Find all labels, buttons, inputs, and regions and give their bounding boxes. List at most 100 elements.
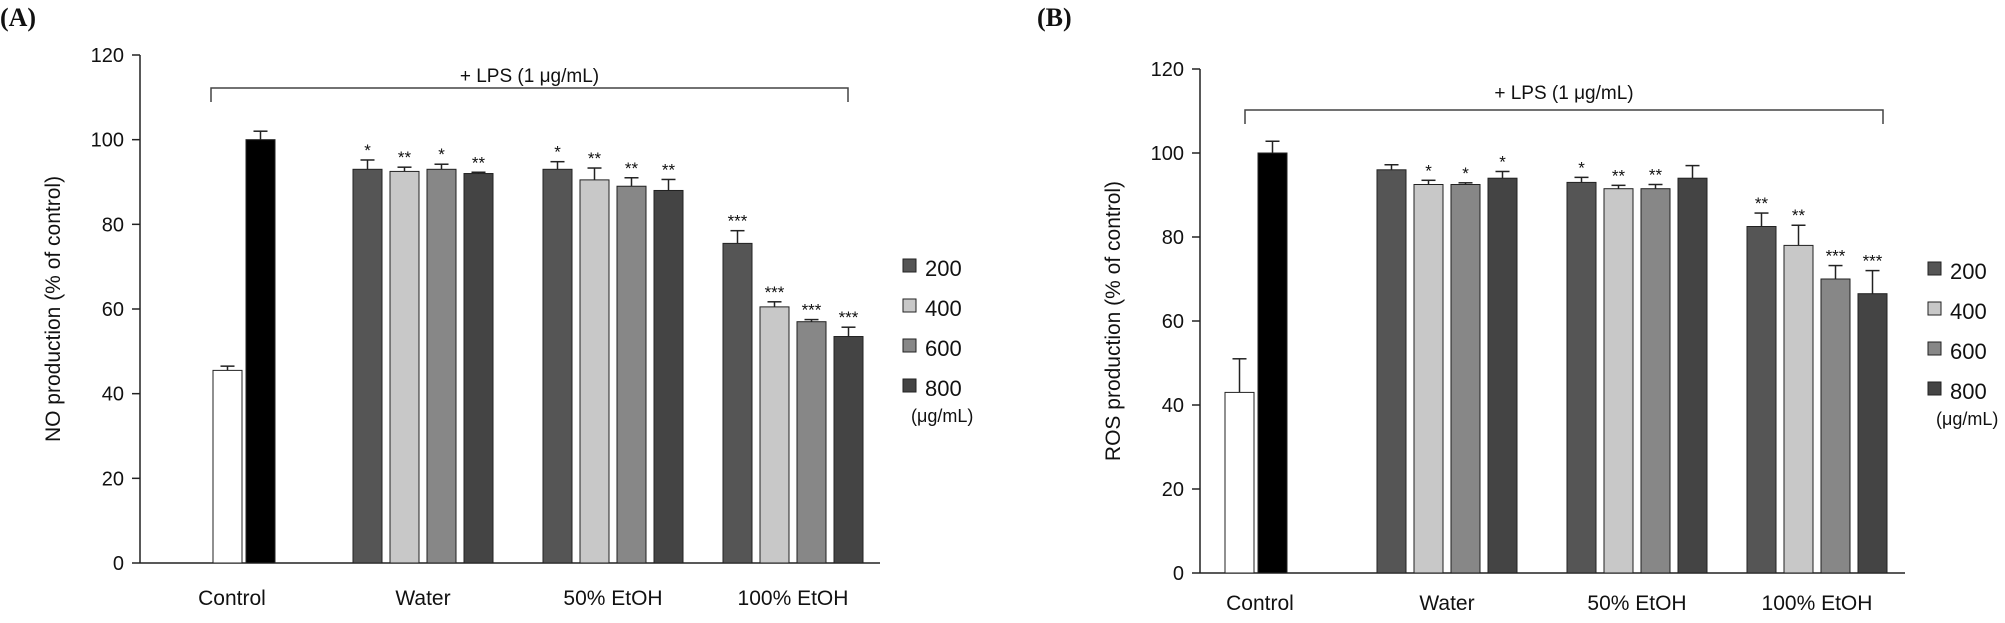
significance-label: *	[364, 141, 371, 160]
control-no-lps-bar	[212, 369, 243, 564]
category-label: 50% EtOH	[563, 587, 662, 610]
bar-1-1	[1603, 188, 1634, 574]
bar-2-3	[833, 336, 864, 564]
significance-label: **	[472, 153, 486, 172]
significance-label: ***	[839, 308, 859, 327]
y-tick-label: 40	[102, 384, 124, 406]
bar-2-1	[759, 306, 790, 564]
lps-bracket-label: + LPS (1 μg/mL)	[1494, 83, 1633, 104]
lps-bracket	[1244, 109, 1884, 124]
y-tick-label: 60	[1162, 311, 1184, 333]
significance-label: *	[1425, 161, 1432, 180]
significance-label: ***	[765, 283, 785, 302]
y-tick-label: 20	[102, 468, 124, 490]
y-tick-label: 40	[1162, 395, 1184, 417]
legend-label: 400	[1950, 299, 1987, 324]
significance-label: ***	[1826, 247, 1846, 266]
y-tick-label: 120	[91, 45, 124, 67]
significance-label: ***	[728, 212, 748, 231]
legend-label: 400	[925, 296, 962, 321]
significance-label: **	[1649, 166, 1663, 185]
bar-1-2	[616, 185, 647, 564]
control-no-lps-bar	[1224, 391, 1255, 574]
significance-label: *	[438, 145, 445, 164]
bar-0-1	[1413, 184, 1444, 574]
bar-0-0	[352, 168, 383, 564]
bar-2-0	[1746, 226, 1777, 574]
significance-label: **	[1755, 194, 1769, 213]
legend-label: 800	[1950, 379, 1987, 404]
y-axis-title: ROS production (% of control)	[1102, 181, 1125, 461]
control-lps-bar	[245, 139, 276, 564]
category-label: Water	[1419, 592, 1474, 615]
bar-1-1	[579, 179, 610, 564]
category-label: 50% EtOH	[1587, 592, 1686, 615]
significance-label: *	[554, 143, 561, 162]
lps-bracket	[210, 87, 849, 102]
category-label-control: Control	[1226, 592, 1294, 615]
y-axis-title: NO production (% of control)	[42, 176, 65, 442]
control-lps-bar	[1257, 152, 1288, 574]
legend-label: 200	[1950, 259, 1987, 284]
y-tick-label: 0	[1173, 563, 1184, 585]
panel-label: (A)	[0, 3, 36, 32]
legend-swatch	[1927, 381, 1942, 396]
bar-2-0	[722, 242, 753, 564]
y-tick-label: 20	[1162, 479, 1184, 501]
legend-label: 800	[925, 376, 962, 401]
significance-label: *	[1462, 164, 1469, 183]
bar-0-2	[426, 168, 457, 564]
chart-panel-a: (A) 0 20 40 60 80 100 120 NO production (% of co…	[0, 3, 973, 610]
chart-panel-b: (B) 0 20 40 60 80 100 120 ROS production (% of c…	[1037, 3, 1998, 615]
significance-label: **	[398, 148, 412, 167]
bar-1-3	[1677, 177, 1708, 574]
significance-label: *	[1578, 158, 1585, 177]
significance-label: *	[1499, 152, 1506, 171]
significance-label: ***	[1863, 252, 1883, 271]
y-tick-label: 120	[1151, 59, 1184, 81]
y-tick-label: 80	[102, 214, 124, 236]
legend-swatch	[1927, 341, 1942, 356]
bar-0-2	[1450, 184, 1481, 574]
y-tick-label: 60	[102, 299, 124, 321]
significance-label: **	[662, 160, 676, 179]
significance-label: **	[1612, 166, 1626, 185]
category-label: 100% EtOH	[738, 587, 849, 610]
category-label: Water	[395, 587, 450, 610]
y-tick-label: 100	[1151, 143, 1184, 165]
legend-swatch	[902, 338, 917, 353]
bar-2-3	[1857, 293, 1888, 574]
legend-swatch	[902, 378, 917, 393]
bar-2-2	[796, 321, 827, 564]
y-tick-label: 80	[1162, 227, 1184, 249]
legend-swatch	[1927, 301, 1942, 316]
bar-1-3	[653, 189, 684, 564]
bar-2-2	[1820, 278, 1851, 574]
bar-0-0	[1376, 169, 1407, 574]
legend-unit-label: (μg/mL)	[1936, 409, 1998, 429]
bar-0-1	[389, 170, 420, 564]
bar-1-0	[542, 168, 573, 564]
legend-swatch	[1927, 261, 1942, 276]
bar-0-3	[463, 173, 494, 564]
bar-1-2	[1640, 188, 1671, 574]
legend-swatch	[902, 258, 917, 273]
significance-label: **	[1792, 206, 1806, 225]
category-label: 100% EtOH	[1762, 592, 1873, 615]
lps-bracket-label: + LPS (1 μg/mL)	[460, 66, 599, 87]
significance-label: **	[625, 159, 639, 178]
bar-0-3	[1487, 177, 1518, 574]
significance-label: ***	[802, 301, 822, 320]
category-label-control: Control	[198, 587, 266, 610]
legend-label: 600	[925, 336, 962, 361]
significance-label: **	[588, 149, 602, 168]
legend-swatch	[902, 298, 917, 313]
legend-label: 200	[925, 256, 962, 281]
bar-2-1	[1783, 244, 1814, 574]
legend-unit-label: (μg/mL)	[911, 406, 973, 426]
y-tick-label: 100	[91, 130, 124, 152]
panel-label: (B)	[1037, 3, 1072, 32]
legend-label: 600	[1950, 339, 1987, 364]
y-tick-label: 0	[113, 553, 124, 575]
